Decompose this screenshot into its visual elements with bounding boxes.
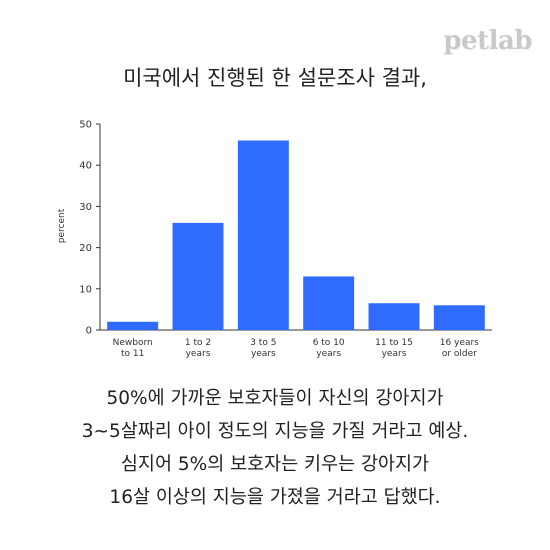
y-axis-label: percent xyxy=(57,208,67,243)
body-line: 50%에 가까운 보호자들이 자신의 강아지가 xyxy=(106,388,444,409)
y-tick-label: 0 xyxy=(86,326,92,337)
chart-bars xyxy=(107,140,485,330)
y-tick-label: 10 xyxy=(79,284,92,295)
chart-axes xyxy=(99,124,492,331)
x-category-label: 6 to 10 years xyxy=(313,338,345,359)
body-line: 16살 이상의 지능을 가졌을 거라고 답했다. xyxy=(109,487,441,508)
x-category-label: 16 years or older xyxy=(440,338,479,359)
y-tick-label: 30 xyxy=(79,202,92,213)
body-line: 심지어 5%의 보호자는 키우는 강아지가 xyxy=(120,454,430,475)
y-tick-label: 20 xyxy=(79,243,92,254)
bar xyxy=(172,222,224,330)
x-category-label: 3 to 5 years xyxy=(250,338,276,359)
chart-y-ticks: 0 10 20 30 40 50 xyxy=(79,120,100,337)
y-tick-label: 40 xyxy=(79,161,92,172)
bar xyxy=(107,321,159,330)
y-tick-label: 50 xyxy=(79,120,92,131)
x-category-label: Newborn to 11 xyxy=(113,338,153,359)
chart-x-labels: Newborn to 11 1 to 2 years 3 to 5 years 6 to 1… xyxy=(113,338,480,359)
age-bar-chart: 0 10 20 30 40 50 Newborn to 11 1 to 2 years 3 to … xyxy=(57,120,492,359)
x-category-label: 1 to 2 years xyxy=(185,338,211,359)
bar xyxy=(368,303,420,330)
petlab-logo: petlab xyxy=(443,26,532,56)
bar xyxy=(433,305,485,330)
x-category-label: 11 to 15 years xyxy=(375,338,413,359)
body-text: 50%에 가까운 보호자들이 자신의 강아지가 3~5살짜리 아이 정도의 지능… xyxy=(0,382,550,514)
headline: 미국에서 진행된 한 설문조사 결과, xyxy=(123,66,427,90)
body-line: 3~5살짜리 아이 정도의 지능을 가질 거라고 예상. xyxy=(81,421,469,442)
bar xyxy=(303,276,355,330)
bar xyxy=(237,140,289,330)
